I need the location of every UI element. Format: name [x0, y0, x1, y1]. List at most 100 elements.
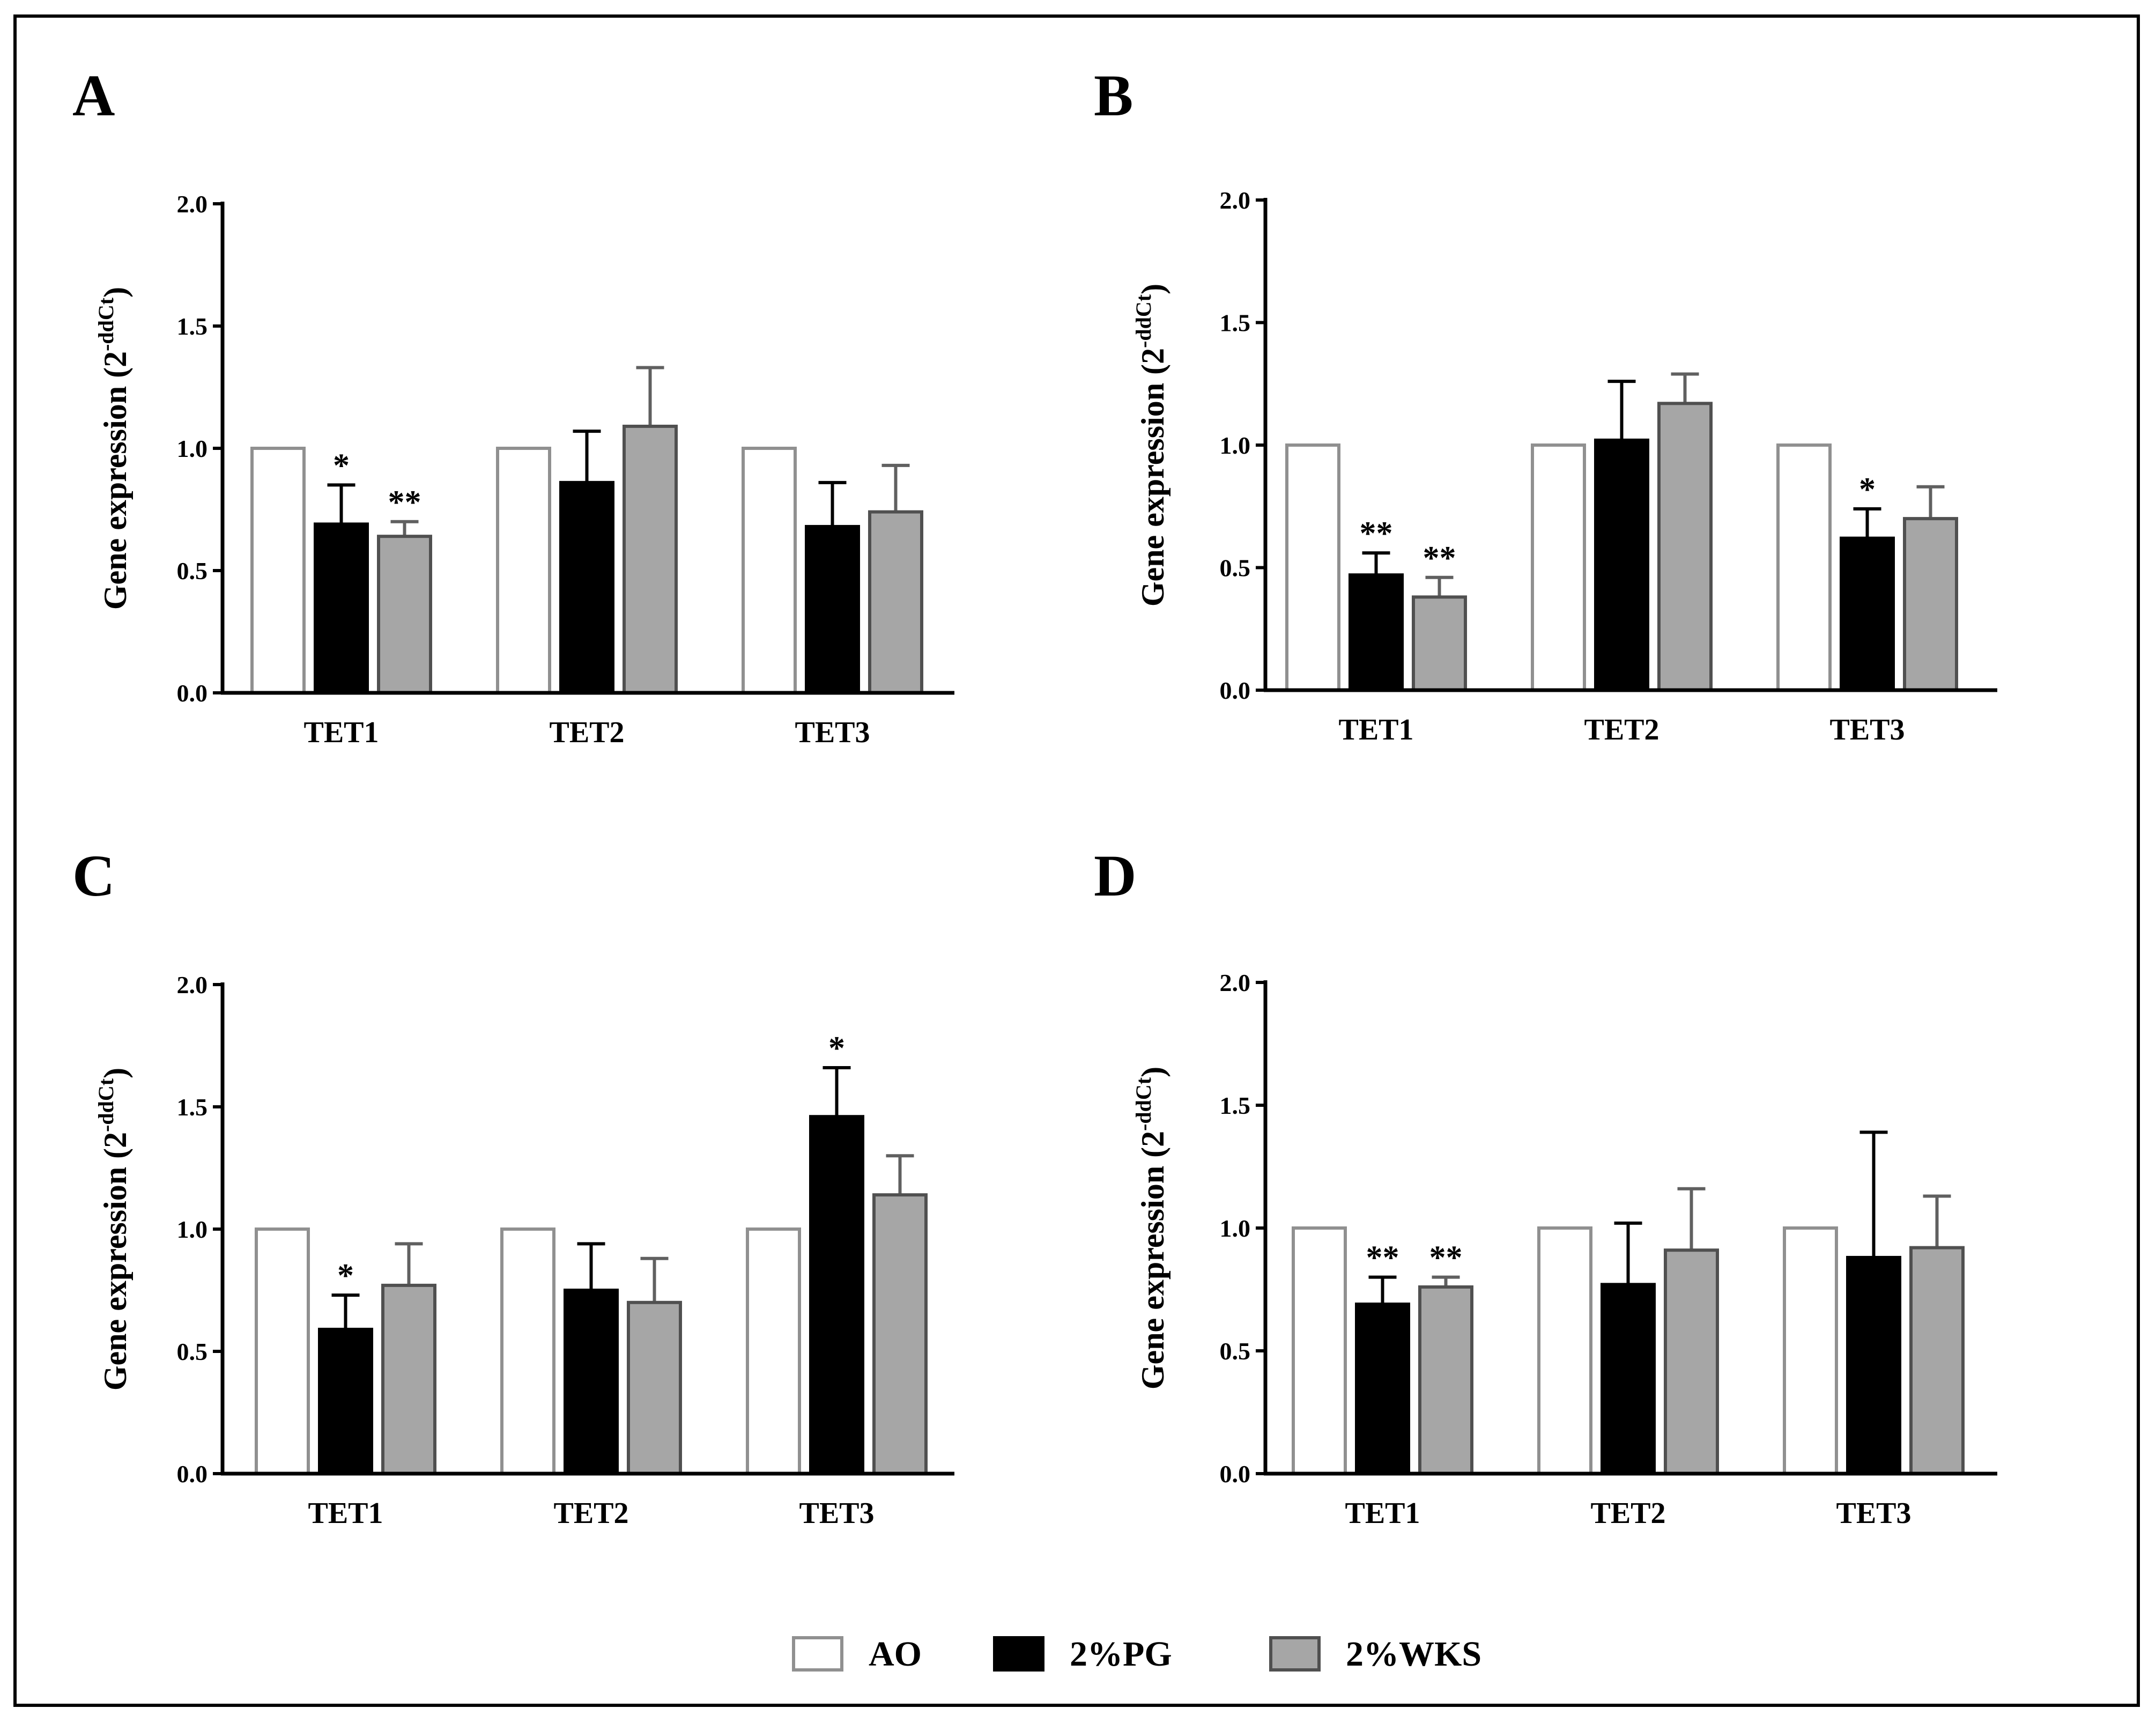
x-category-label-tet3: TET3: [795, 716, 870, 749]
panel-d: D Gene expression (2-ddCt) 0.0 0.5 1.0 1.5 2.0…: [1094, 843, 1997, 1530]
y-tick-label: 1.5: [177, 1093, 208, 1121]
bar-2pg-tet3: [805, 524, 860, 694]
significance-marker: *: [333, 447, 350, 484]
bar-2pg-tet1: [1349, 573, 1404, 692]
bar-2wks-tet1: [1412, 595, 1467, 692]
bar-ao-tet1: [1292, 1226, 1347, 1475]
bar-ao-tet3: [746, 1227, 801, 1475]
y-tick-label: 1.0: [1220, 1215, 1251, 1242]
y-axis-label-superscript: -ddCt: [1131, 1077, 1155, 1131]
y-axis-label: Gene expression (2-ddCt): [1131, 284, 1170, 607]
legend-swatch-2wks: [1269, 1636, 1321, 1672]
bar-2wks-tet2: [623, 424, 678, 695]
legend-label-ao: AO: [869, 1635, 922, 1674]
x-category-label-tet3: TET3: [1836, 1497, 1911, 1530]
bar-2wks-tet2: [1657, 402, 1713, 692]
y-axis-label-main: Gene expression (2: [1135, 1131, 1170, 1389]
y-axis-label-end: ): [98, 287, 133, 298]
y-tick-label: 0.5: [1220, 1337, 1251, 1365]
y-axis-label-superscript: -ddCt: [94, 297, 118, 351]
y-axis-label-end: ): [1135, 1067, 1170, 1077]
x-category-label-tet3: TET3: [1829, 713, 1905, 746]
y-tick-label: 0.0: [177, 679, 208, 707]
bar-2pg-tet2: [1594, 438, 1649, 692]
bar-2wks-tet3: [1903, 517, 1958, 692]
bar-ao-tet3: [1783, 1226, 1838, 1475]
bar-2wks-tet1: [381, 1283, 436, 1475]
x-category-label-tet3: TET3: [799, 1497, 874, 1530]
x-category-label-tet2: TET2: [1584, 713, 1659, 746]
significance-marker: **: [1360, 515, 1393, 552]
y-axis-label-main: Gene expression (2: [98, 1132, 133, 1391]
bar-2pg-tet2: [564, 1289, 619, 1475]
significance-marker: **: [1429, 1240, 1463, 1276]
bar-2wks-tet1: [1418, 1285, 1473, 1475]
y-axis-label-main: Gene expression (2: [98, 351, 133, 610]
bar-2pg-tet3: [1840, 536, 1895, 692]
y-tick-label: 1.5: [1220, 1092, 1251, 1119]
bar-2pg-tet1: [318, 1327, 373, 1475]
bar-2pg-tet3: [1846, 1255, 1901, 1475]
legend-swatch-2pg: [993, 1636, 1044, 1672]
y-tick-label: 0.0: [177, 1460, 208, 1488]
bar-ao-tet2: [1531, 443, 1586, 692]
bar-2pg-tet2: [559, 480, 614, 695]
y-tick-label: 0.0: [1220, 677, 1251, 704]
significance-marker: *: [1859, 471, 1876, 508]
y-tick-label: 2.0: [1220, 187, 1251, 214]
legend-label-2wks: 2%WKS: [1346, 1635, 1481, 1674]
bar-2wks-tet3: [1909, 1246, 1965, 1475]
y-tick-label: 0.0: [1220, 1460, 1251, 1488]
panel-a: A Gene expression (2-ddCt) 0.0 0.5 1.0 1.5 2.0…: [72, 63, 954, 749]
bar-ao-tet2: [1537, 1226, 1592, 1475]
bar-2pg-tet2: [1601, 1283, 1656, 1476]
y-axis-label-superscript: -ddCt: [1131, 294, 1155, 348]
bar-ao-tet2: [496, 447, 551, 694]
significance-marker: **: [1423, 540, 1456, 576]
legend-label-2pg: 2%PG: [1070, 1635, 1172, 1674]
bar-2wks-tet1: [377, 535, 432, 694]
y-axis-label: Gene expression (2-ddCt): [94, 287, 133, 610]
y-tick-label: 1.0: [1220, 432, 1251, 459]
x-category-label-tet1: TET1: [1345, 1497, 1420, 1530]
y-tick-label: 0.5: [1220, 554, 1251, 582]
bar-ao-tet3: [742, 447, 797, 694]
y-axis-label-main: Gene expression (2: [1135, 348, 1170, 607]
bar-2wks-tet2: [1664, 1248, 1719, 1475]
legend-swatch-ao: [792, 1636, 843, 1672]
panel-letter-a: A: [72, 63, 115, 128]
x-category-label-tet1: TET1: [1338, 713, 1413, 746]
x-category-label-tet2: TET2: [553, 1497, 628, 1530]
y-tick-label: 1.0: [177, 435, 208, 462]
panel-letter-c: C: [72, 843, 115, 908]
panel-c: C Gene expression (2-ddCt) 0.0 0.5 1.0 1.5 2.0…: [72, 843, 954, 1530]
x-category-label-tet2: TET2: [549, 716, 624, 749]
significance-marker: **: [1366, 1240, 1399, 1276]
x-category-label-tet2: TET2: [1590, 1497, 1665, 1530]
x-category-label-tet1: TET1: [303, 716, 379, 749]
y-tick-label: 1.5: [1220, 309, 1251, 337]
y-axis-label-end: ): [98, 1068, 133, 1078]
panel-letter-d: D: [1094, 843, 1136, 908]
y-axis-label-superscript: -ddCt: [94, 1078, 118, 1132]
bar-ao-tet1: [255, 1227, 310, 1475]
legend: AO 2%PG 2%WKS: [792, 1635, 1481, 1674]
y-tick-label: 2.0: [177, 971, 208, 999]
bar-2pg-tet1: [314, 522, 369, 694]
bar-ao-tet3: [1776, 443, 1832, 692]
bar-2pg-tet3: [809, 1115, 864, 1475]
y-tick-label: 1.0: [177, 1216, 208, 1243]
y-tick-label: 0.5: [177, 557, 208, 585]
bar-ao-tet1: [250, 447, 306, 694]
panel-b: B Gene expression (2-ddCt) 0.0 0.5 1.0 1.5 2.0…: [1094, 63, 1997, 746]
bar-2wks-tet3: [868, 510, 923, 694]
y-axis-label: Gene expression (2-ddCt): [1131, 1067, 1170, 1389]
bar-2wks-tet2: [627, 1300, 682, 1476]
significance-marker: **: [388, 484, 421, 521]
y-tick-label: 0.5: [177, 1338, 208, 1365]
y-axis-label-end: ): [1135, 284, 1170, 294]
significance-marker: *: [828, 1030, 845, 1067]
y-axis-label: Gene expression (2-ddCt): [94, 1068, 133, 1391]
bar-2wks-tet3: [872, 1193, 928, 1475]
